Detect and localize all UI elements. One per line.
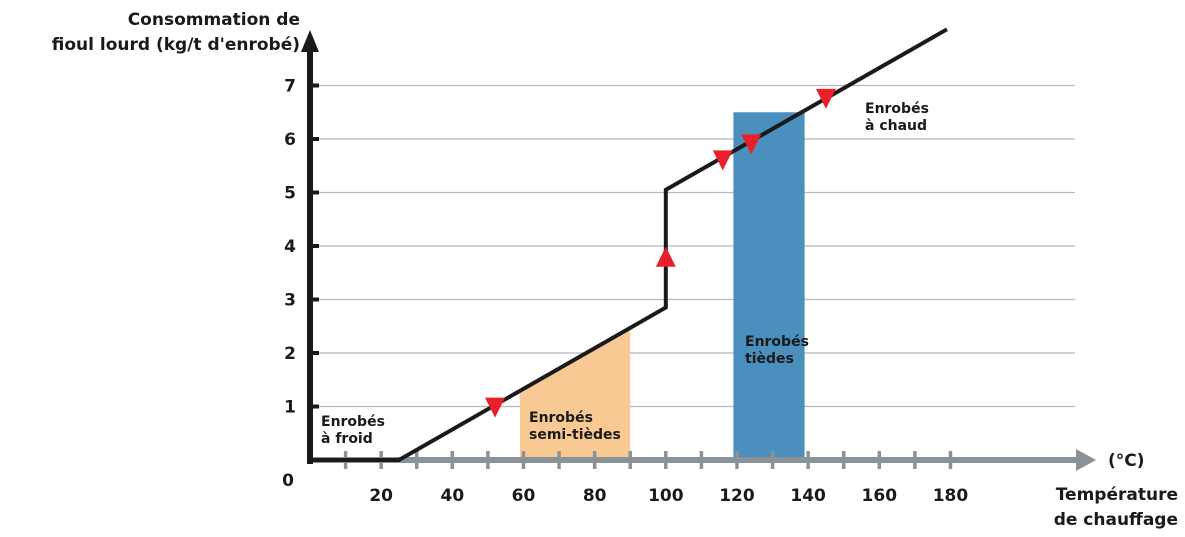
x-tick-label-160: 160 xyxy=(862,486,898,506)
x-tick-label-40: 40 xyxy=(440,486,464,506)
label-semi-warm-mix-line-2: semi-tièdes xyxy=(529,427,621,443)
x-axis-unit: (°C) xyxy=(1108,451,1145,471)
direction-markers xyxy=(485,88,836,418)
x-axis-title-line-1: Température xyxy=(1055,485,1178,505)
y-tick-label-6: 6 xyxy=(284,130,296,150)
direction-marker-4 xyxy=(741,134,762,155)
direction-marker-2 xyxy=(655,246,676,267)
y-axis-title-line-2: fioul lourd (kg/t d'enrobé) xyxy=(51,35,300,55)
x-axis-arrowhead xyxy=(1076,449,1096,471)
label-warm-mix-line-2: tièdes xyxy=(745,351,794,367)
label-warm-mix: Enrobés tièdes xyxy=(745,334,809,368)
grid-lines xyxy=(310,84,1075,408)
shaded-regions xyxy=(519,112,805,460)
label-warm-mix-line-1: Enrobés xyxy=(745,334,809,350)
x-tick-label-100: 100 xyxy=(648,486,684,506)
region-fill-warm xyxy=(733,112,805,460)
y-tick-label-2: 2 xyxy=(284,344,296,364)
x-tick-label-180: 180 xyxy=(933,486,969,506)
y-tick-label-3: 3 xyxy=(284,291,296,311)
label-hot-mix-line-2: à chaud xyxy=(865,118,928,134)
label-cold-mix-line-2: à froid xyxy=(321,431,373,447)
direction-marker-3 xyxy=(712,150,733,171)
x-tick-label-80: 80 xyxy=(583,486,607,506)
y-tick-label-7: 7 xyxy=(284,77,296,97)
y-axis-arrowhead xyxy=(301,30,319,52)
x-tick-label-20: 20 xyxy=(369,486,393,506)
direction-marker-1 xyxy=(485,397,506,418)
y-axis-title: Consommation de fioul lourd (kg/t d'enro… xyxy=(0,8,300,58)
x-tick-label-120: 120 xyxy=(719,486,755,506)
label-cold-mix-line-1: Enrobés xyxy=(321,414,385,430)
x-axis-title-line-2: de chauffage xyxy=(1053,510,1178,530)
direction-marker-5 xyxy=(815,88,836,109)
y-tick-label-5: 5 xyxy=(284,184,296,204)
y-tick-label-1: 1 xyxy=(284,398,296,418)
x-axis-title: Température de chauffage xyxy=(990,483,1178,533)
y-axis-title-line-1: Consommation de xyxy=(127,10,300,30)
y-tick-label-4: 4 xyxy=(284,237,296,257)
label-hot-mix: Enrobés à chaud xyxy=(865,101,929,135)
label-cold-mix: Enrobés à froid xyxy=(321,414,385,448)
region-fill-semi-warm xyxy=(519,327,631,460)
x-tick-label-140: 140 xyxy=(790,486,826,506)
label-hot-mix-line-1: Enrobés xyxy=(865,101,929,117)
tick-labels: 20 40 60 80 100 120 140 160 180 1 2 3 4 5 6 7 0 xyxy=(282,77,968,507)
label-semi-warm-mix: Enrobés semi-tièdes xyxy=(529,410,621,444)
axes xyxy=(301,30,1096,471)
x-tick-label-60: 60 xyxy=(512,486,536,506)
origin-label: 0 xyxy=(282,471,294,491)
label-semi-warm-mix-line-1: Enrobés xyxy=(529,410,593,426)
